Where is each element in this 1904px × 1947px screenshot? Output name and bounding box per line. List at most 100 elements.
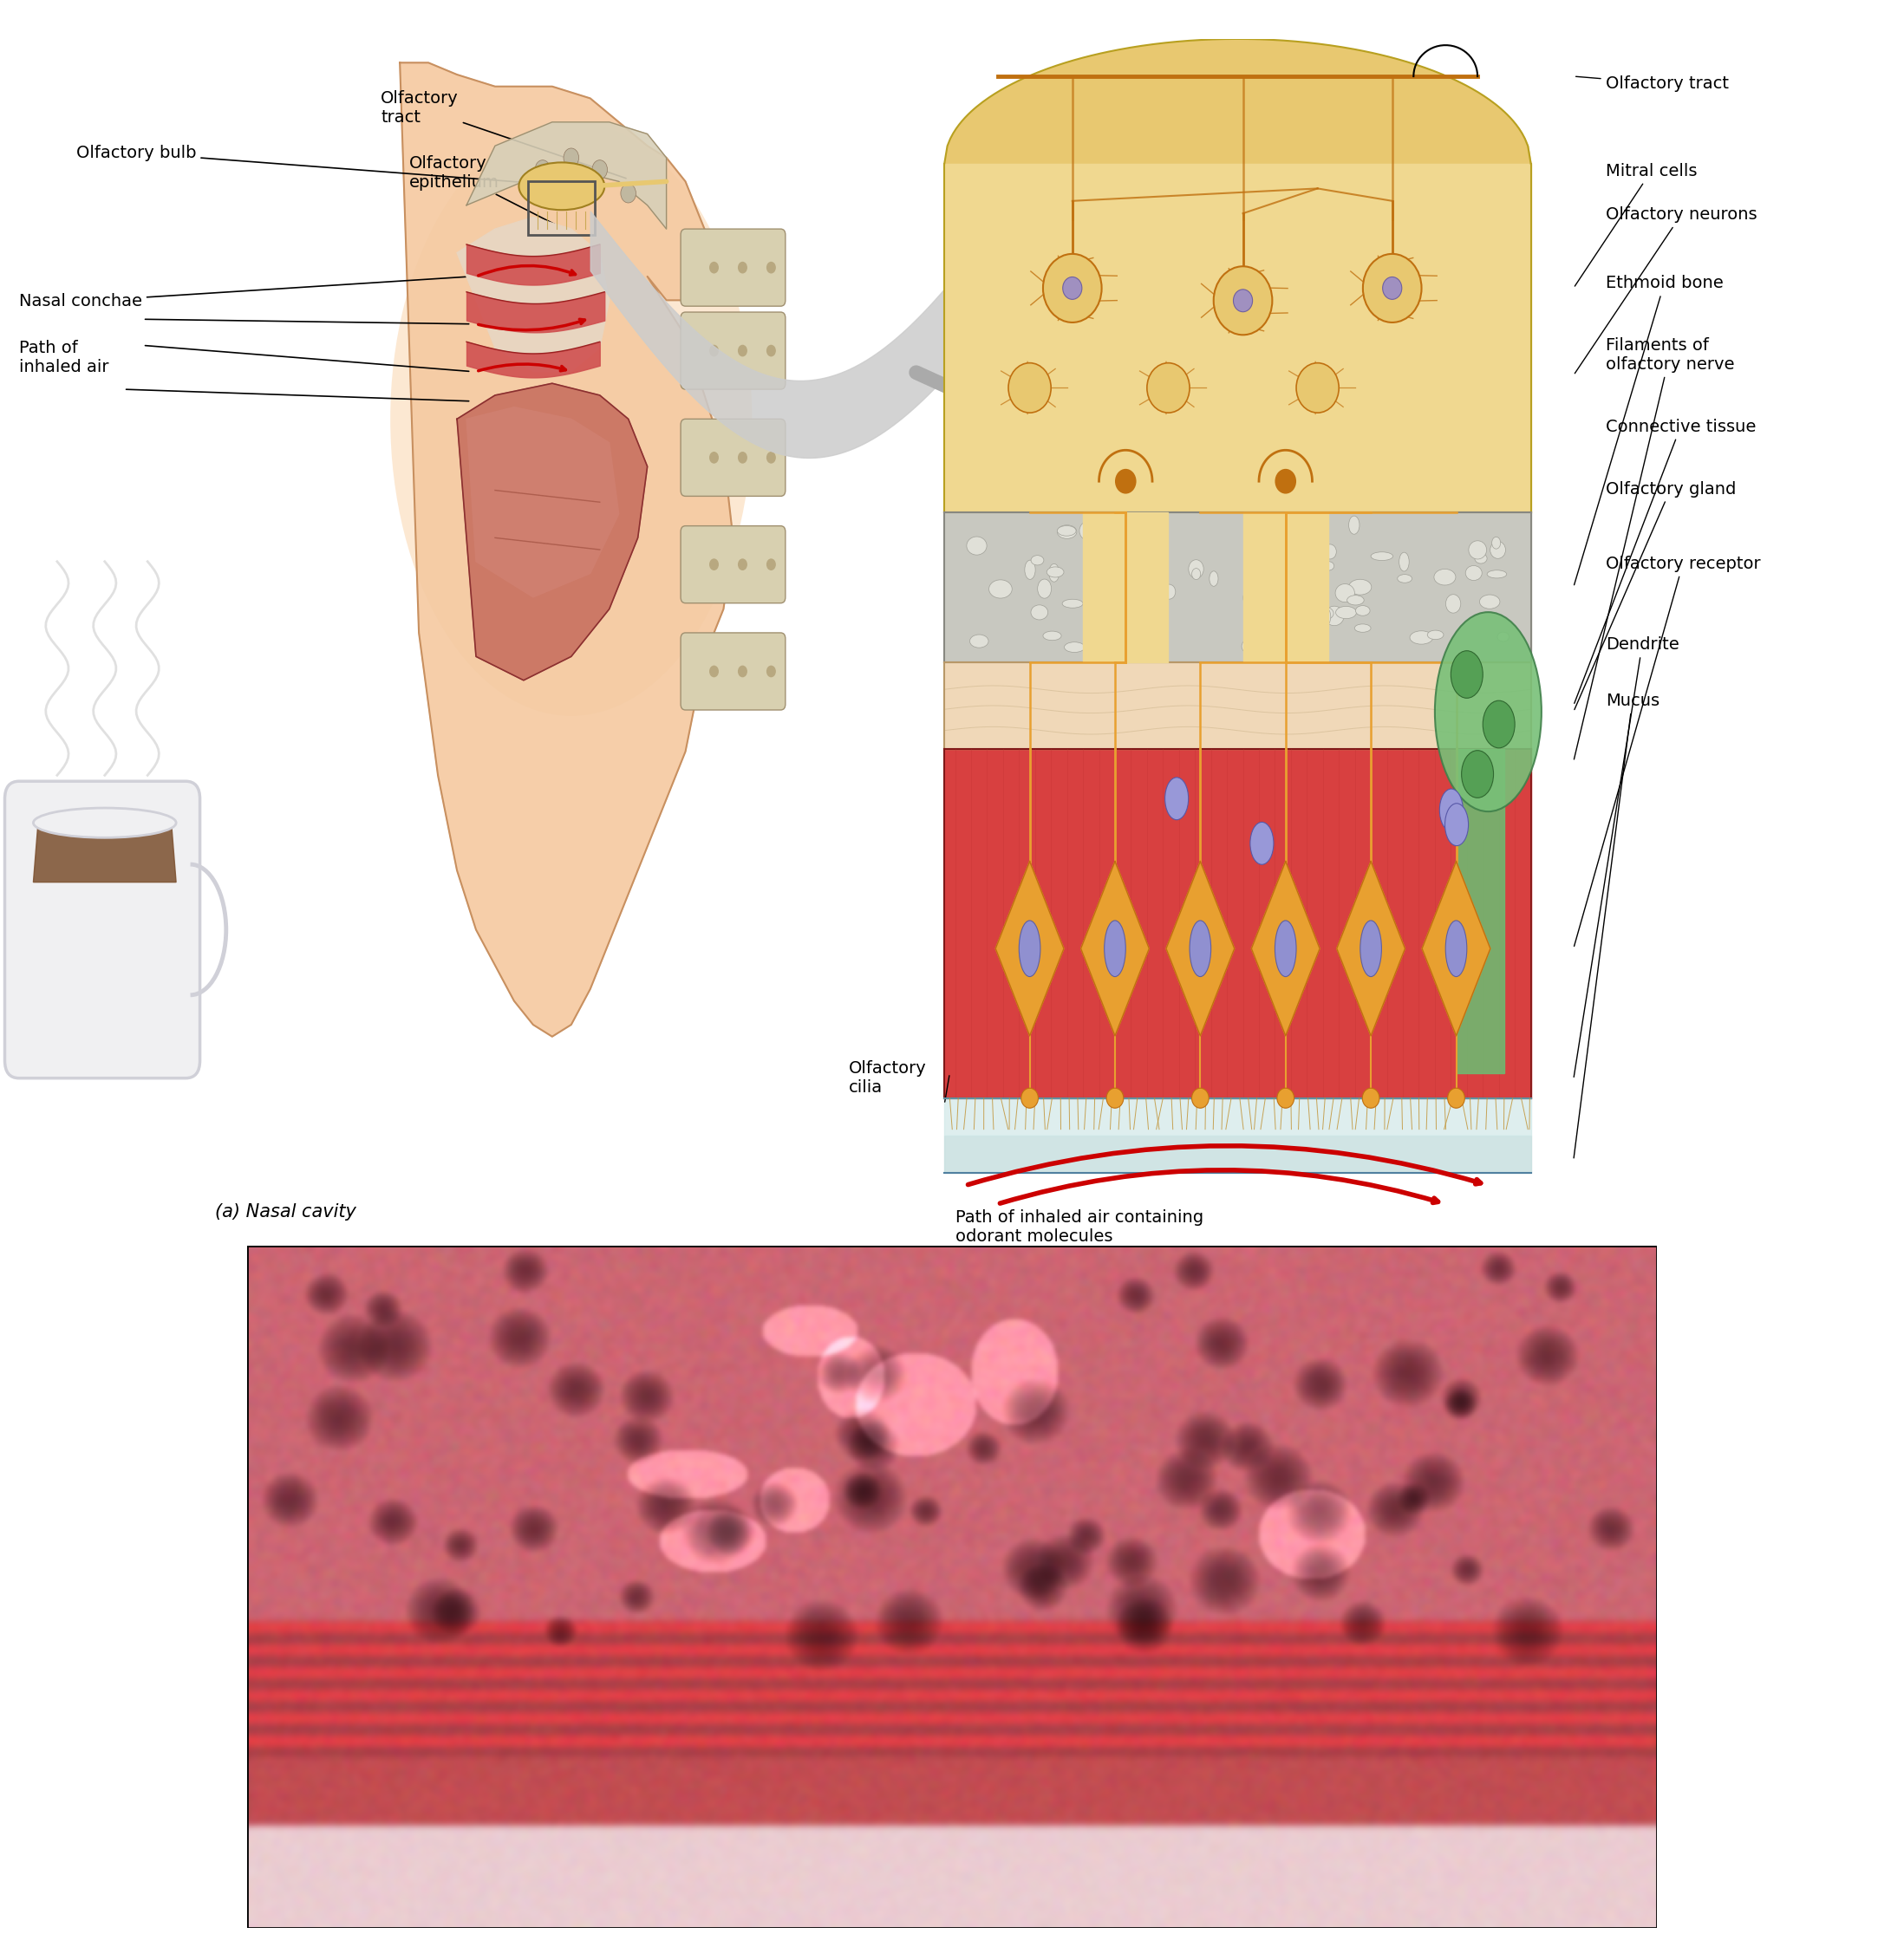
Circle shape	[708, 666, 720, 678]
Ellipse shape	[1371, 551, 1394, 561]
Ellipse shape	[1163, 584, 1175, 600]
Ellipse shape	[1323, 561, 1335, 570]
Ellipse shape	[1302, 532, 1314, 549]
Ellipse shape	[1297, 362, 1339, 413]
Circle shape	[1447, 1088, 1464, 1108]
Ellipse shape	[1255, 570, 1278, 582]
Polygon shape	[1337, 861, 1405, 1036]
Polygon shape	[1422, 861, 1491, 1036]
Ellipse shape	[1129, 598, 1146, 611]
Ellipse shape	[1093, 627, 1101, 646]
Circle shape	[739, 666, 746, 678]
Ellipse shape	[1270, 530, 1279, 539]
Circle shape	[592, 160, 607, 179]
Text: Path of
inhaled air: Path of inhaled air	[19, 339, 109, 376]
Ellipse shape	[1359, 921, 1382, 977]
FancyBboxPatch shape	[682, 419, 784, 496]
Text: Olfactory
tract: Olfactory tract	[381, 90, 626, 179]
Ellipse shape	[1043, 253, 1102, 323]
Ellipse shape	[1057, 526, 1076, 535]
Ellipse shape	[1335, 584, 1354, 602]
Ellipse shape	[1144, 530, 1163, 537]
Text: Ethmoid bone: Ethmoid bone	[1575, 275, 1723, 584]
Ellipse shape	[1428, 631, 1443, 639]
Ellipse shape	[1346, 596, 1363, 606]
FancyBboxPatch shape	[682, 312, 784, 389]
Ellipse shape	[988, 580, 1013, 598]
Ellipse shape	[1146, 362, 1190, 413]
Ellipse shape	[1399, 553, 1409, 570]
Ellipse shape	[1316, 607, 1333, 619]
Polygon shape	[1165, 861, 1234, 1036]
Text: Olfactory receptor: Olfactory receptor	[1575, 555, 1761, 946]
Circle shape	[1278, 1088, 1295, 1108]
Circle shape	[1276, 469, 1297, 495]
Ellipse shape	[1493, 537, 1500, 549]
Ellipse shape	[1483, 701, 1516, 748]
Ellipse shape	[1356, 606, 1371, 615]
Ellipse shape	[1445, 921, 1466, 977]
Ellipse shape	[1479, 594, 1500, 609]
Ellipse shape	[1348, 580, 1371, 594]
Ellipse shape	[1024, 561, 1036, 580]
Text: Olfactory
cilia: Olfactory cilia	[849, 1059, 925, 1096]
Circle shape	[564, 148, 579, 167]
Ellipse shape	[1462, 750, 1493, 798]
Polygon shape	[34, 824, 175, 882]
Text: Dendrite: Dendrite	[1575, 637, 1679, 1077]
Polygon shape	[944, 1135, 1531, 1172]
Ellipse shape	[1274, 643, 1295, 650]
Text: Olfactory tract: Olfactory tract	[1577, 76, 1729, 92]
Ellipse shape	[1434, 569, 1457, 586]
Polygon shape	[996, 861, 1064, 1036]
Ellipse shape	[1476, 553, 1487, 563]
Ellipse shape	[1436, 611, 1542, 812]
Text: Connective tissue: Connective tissue	[1575, 419, 1755, 703]
Ellipse shape	[1323, 545, 1337, 559]
Ellipse shape	[518, 162, 604, 210]
Ellipse shape	[1093, 570, 1110, 584]
Ellipse shape	[1030, 555, 1043, 565]
Ellipse shape	[1057, 526, 1078, 539]
Ellipse shape	[1497, 633, 1510, 643]
Ellipse shape	[1064, 643, 1085, 652]
Text: Olfactory bulb: Olfactory bulb	[76, 144, 541, 183]
Text: Olfactory
epithelium: Olfactory epithelium	[409, 156, 554, 224]
Polygon shape	[944, 164, 1531, 512]
Ellipse shape	[1019, 921, 1040, 977]
Ellipse shape	[1287, 565, 1310, 580]
Ellipse shape	[1321, 607, 1331, 625]
Polygon shape	[466, 123, 666, 230]
FancyBboxPatch shape	[682, 230, 784, 306]
Ellipse shape	[1491, 541, 1506, 559]
Ellipse shape	[1030, 606, 1047, 619]
Ellipse shape	[1468, 541, 1487, 559]
Ellipse shape	[1487, 570, 1506, 578]
Ellipse shape	[1268, 561, 1287, 574]
Polygon shape	[1083, 512, 1169, 662]
Polygon shape	[944, 662, 1531, 750]
Ellipse shape	[969, 635, 988, 648]
Polygon shape	[944, 750, 1531, 1098]
Ellipse shape	[1038, 578, 1051, 598]
Circle shape	[739, 261, 746, 273]
Polygon shape	[457, 384, 647, 680]
Ellipse shape	[390, 123, 752, 716]
Text: Mitral cells: Mitral cells	[1575, 164, 1696, 286]
Circle shape	[765, 559, 777, 570]
Ellipse shape	[1445, 594, 1460, 613]
Ellipse shape	[1363, 253, 1422, 323]
Circle shape	[765, 452, 777, 463]
Text: Nasal conchae: Nasal conchae	[19, 276, 468, 310]
Circle shape	[708, 345, 720, 356]
Ellipse shape	[1439, 789, 1462, 831]
Ellipse shape	[1266, 611, 1281, 621]
Circle shape	[739, 345, 746, 356]
FancyBboxPatch shape	[6, 781, 200, 1079]
Ellipse shape	[1192, 569, 1201, 580]
Ellipse shape	[1190, 921, 1211, 977]
Ellipse shape	[1382, 276, 1401, 300]
Polygon shape	[1457, 750, 1504, 1073]
Polygon shape	[466, 407, 619, 598]
Ellipse shape	[1241, 641, 1253, 652]
